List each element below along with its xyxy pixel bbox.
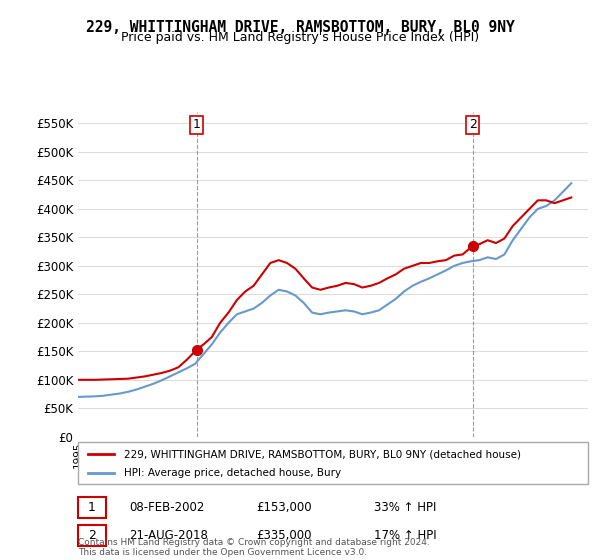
Text: 2: 2: [469, 119, 476, 132]
Text: HPI: Average price, detached house, Bury: HPI: Average price, detached house, Bury: [124, 468, 341, 478]
Text: 229, WHITTINGHAM DRIVE, RAMSBOTTOM, BURY, BL0 9NY: 229, WHITTINGHAM DRIVE, RAMSBOTTOM, BURY…: [86, 20, 514, 35]
Text: 2: 2: [88, 529, 96, 542]
Text: 21-AUG-2018: 21-AUG-2018: [129, 529, 208, 542]
Text: 33% ↑ HPI: 33% ↑ HPI: [374, 501, 436, 514]
Text: 1: 1: [193, 119, 200, 132]
Text: £153,000: £153,000: [257, 501, 312, 514]
Text: 229, WHITTINGHAM DRIVE, RAMSBOTTOM, BURY, BL0 9NY (detached house): 229, WHITTINGHAM DRIVE, RAMSBOTTOM, BURY…: [124, 449, 521, 459]
Text: 1: 1: [88, 501, 96, 514]
Text: Contains HM Land Registry data © Crown copyright and database right 2024.
This d: Contains HM Land Registry data © Crown c…: [78, 538, 430, 557]
Text: Price paid vs. HM Land Registry's House Price Index (HPI): Price paid vs. HM Land Registry's House …: [121, 31, 479, 44]
Text: 08-FEB-2002: 08-FEB-2002: [129, 501, 205, 514]
Text: 17% ↑ HPI: 17% ↑ HPI: [374, 529, 436, 542]
FancyBboxPatch shape: [78, 442, 588, 484]
FancyBboxPatch shape: [78, 497, 106, 518]
FancyBboxPatch shape: [78, 525, 106, 546]
Text: £335,000: £335,000: [257, 529, 312, 542]
